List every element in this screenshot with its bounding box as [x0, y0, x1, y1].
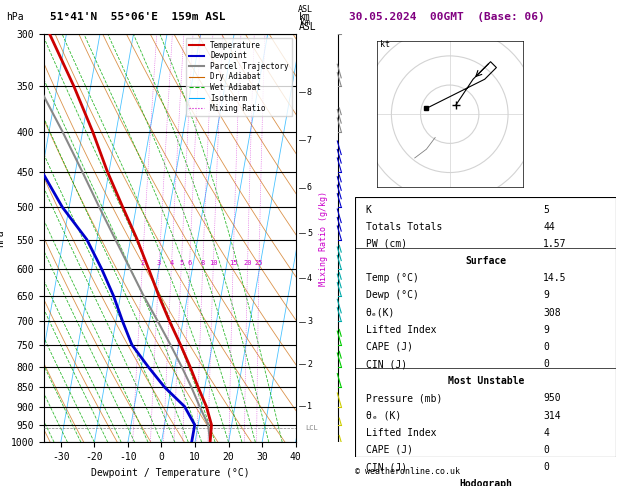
- Text: 6: 6: [187, 260, 192, 266]
- Text: 4: 4: [169, 260, 174, 266]
- Text: Most Unstable: Most Unstable: [448, 376, 524, 386]
- Text: 30.05.2024  00GMT  (Base: 06): 30.05.2024 00GMT (Base: 06): [349, 12, 545, 22]
- Text: 2: 2: [140, 260, 145, 266]
- Text: 3: 3: [307, 317, 312, 326]
- Text: 15: 15: [229, 260, 237, 266]
- Text: Mixing Ratio (g/kg): Mixing Ratio (g/kg): [320, 191, 328, 286]
- Text: 314: 314: [543, 411, 561, 420]
- Text: Temp (°C): Temp (°C): [366, 273, 419, 283]
- Text: K: K: [366, 205, 372, 215]
- Legend: Temperature, Dewpoint, Parcel Trajectory, Dry Adiabat, Wet Adiabat, Isotherm, Mi: Temperature, Dewpoint, Parcel Trajectory…: [186, 38, 292, 116]
- Text: 8: 8: [201, 260, 205, 266]
- Text: 5: 5: [179, 260, 184, 266]
- Text: Lifted Index: Lifted Index: [366, 325, 437, 335]
- Text: 4: 4: [307, 274, 312, 283]
- Text: 8: 8: [307, 87, 312, 97]
- Text: θₑ (K): θₑ (K): [366, 411, 401, 420]
- Text: 9: 9: [543, 291, 549, 300]
- Text: 0: 0: [543, 342, 549, 352]
- Text: θₑ(K): θₑ(K): [366, 308, 395, 317]
- Text: 5: 5: [307, 229, 312, 238]
- Text: 950: 950: [543, 393, 561, 403]
- Text: 308: 308: [543, 308, 561, 317]
- Text: 6: 6: [307, 183, 312, 192]
- Text: 25: 25: [255, 260, 264, 266]
- Text: © weatheronline.co.uk: © weatheronline.co.uk: [355, 467, 460, 476]
- Text: Hodograph: Hodograph: [459, 479, 513, 486]
- Text: km: km: [300, 18, 310, 27]
- Text: km: km: [299, 12, 311, 22]
- Text: 10: 10: [209, 260, 218, 266]
- Text: 20: 20: [243, 260, 252, 266]
- Text: Pressure (mb): Pressure (mb): [366, 393, 442, 403]
- Text: 51°41'N  55°06'E  159m ASL: 51°41'N 55°06'E 159m ASL: [50, 12, 226, 22]
- Text: 4: 4: [543, 428, 549, 438]
- Text: 44: 44: [543, 222, 555, 232]
- Text: 14.5: 14.5: [543, 273, 567, 283]
- Text: CAPE (J): CAPE (J): [366, 342, 413, 352]
- Text: ASL: ASL: [298, 5, 313, 14]
- Text: 2: 2: [307, 360, 312, 369]
- Text: Totals Totals: Totals Totals: [366, 222, 442, 232]
- Y-axis label: hPa: hPa: [0, 229, 5, 247]
- Text: 3: 3: [157, 260, 161, 266]
- Text: CIN (J): CIN (J): [366, 359, 407, 369]
- Text: 7: 7: [307, 136, 312, 145]
- Text: LCL: LCL: [305, 425, 318, 432]
- Text: PW (cm): PW (cm): [366, 239, 407, 249]
- Text: hPa: hPa: [6, 12, 24, 22]
- Text: Surface: Surface: [465, 256, 506, 266]
- X-axis label: Dewpoint / Temperature (°C): Dewpoint / Temperature (°C): [91, 468, 249, 478]
- Text: Dewp (°C): Dewp (°C): [366, 291, 419, 300]
- Text: 0: 0: [543, 445, 549, 455]
- Text: CAPE (J): CAPE (J): [366, 445, 413, 455]
- Text: 9: 9: [543, 325, 549, 335]
- Text: 5: 5: [543, 205, 549, 215]
- Text: 1: 1: [307, 401, 312, 411]
- Text: 0: 0: [543, 462, 549, 472]
- Text: 0: 0: [543, 359, 549, 369]
- Text: kt: kt: [380, 40, 390, 49]
- Text: CIN (J): CIN (J): [366, 462, 407, 472]
- Text: Lifted Index: Lifted Index: [366, 428, 437, 438]
- Text: ASL: ASL: [299, 22, 316, 32]
- Text: 1.57: 1.57: [543, 239, 567, 249]
